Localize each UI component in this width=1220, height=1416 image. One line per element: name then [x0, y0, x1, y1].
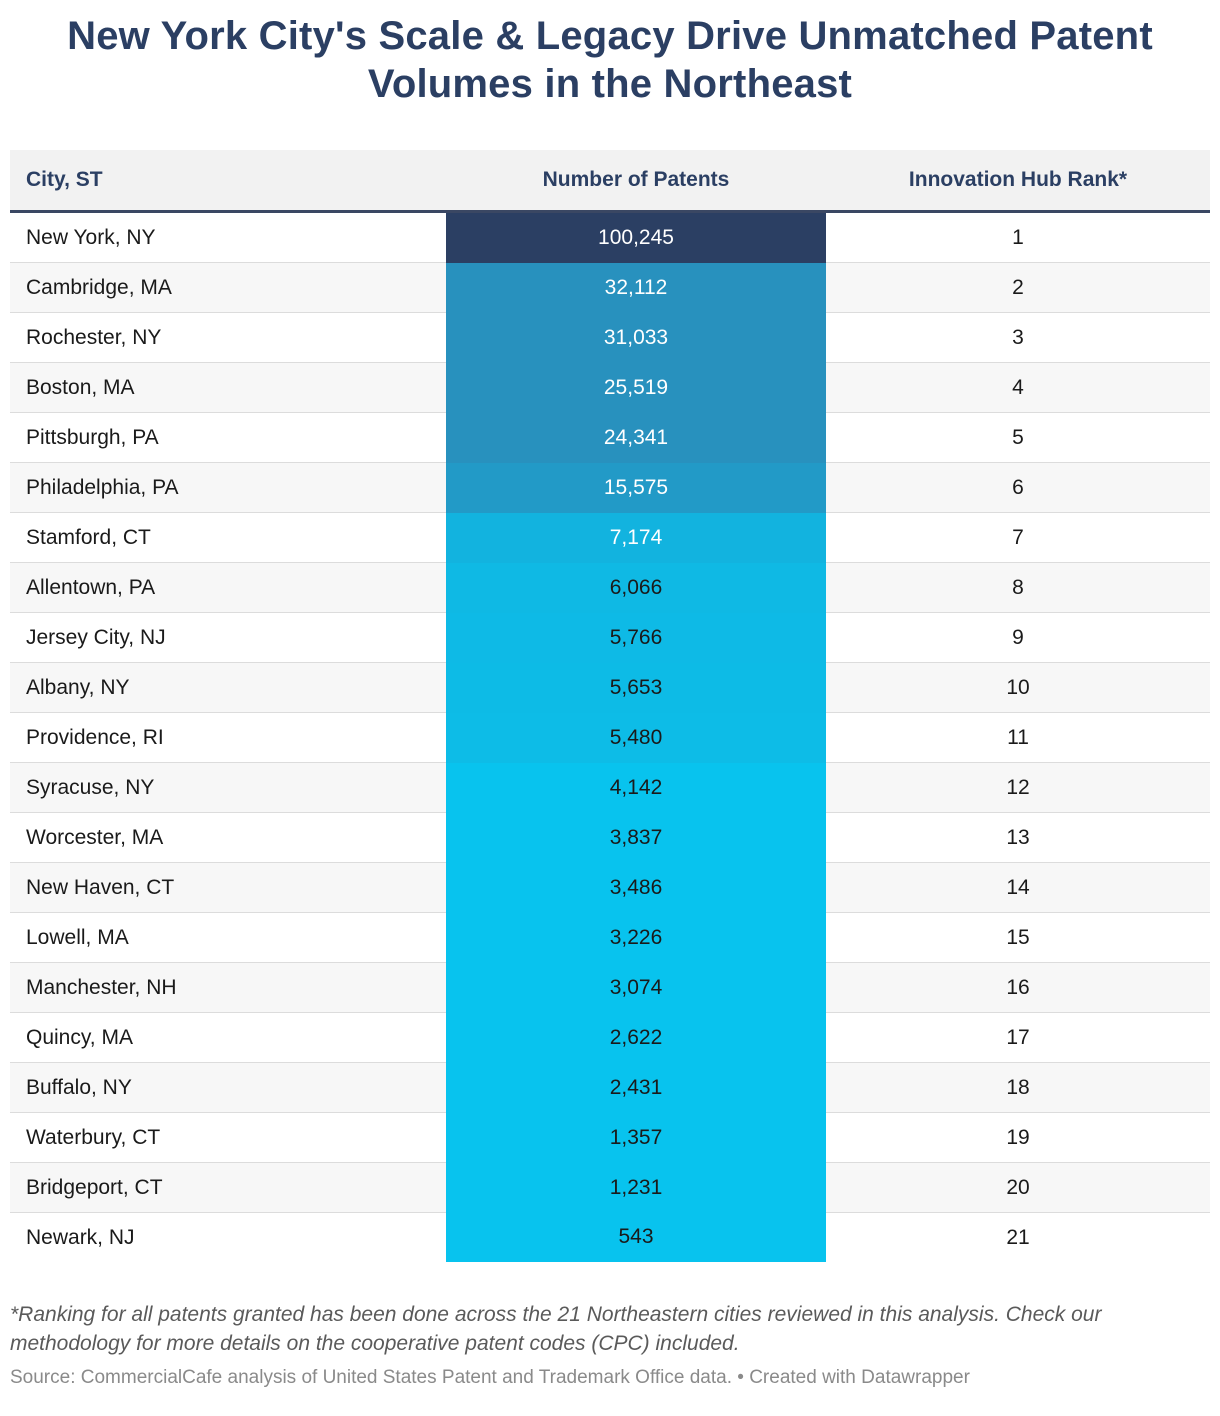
table-row: New Haven, CT 3,486 14 [10, 862, 1210, 913]
cell-city: New York, NY [10, 211, 446, 263]
cell-patents: 2,431 [446, 1062, 826, 1113]
cell-patents: 1,231 [446, 1162, 826, 1213]
table-row: Allentown, PA 6,066 8 [10, 562, 1210, 613]
cell-city: Philadelphia, PA [10, 462, 446, 513]
cell-patents: 3,837 [446, 812, 826, 863]
cell-patents: 2,622 [446, 1012, 826, 1063]
cell-city: Rochester, NY [10, 312, 446, 363]
cell-patents: 6,066 [446, 562, 826, 613]
cell-rank: 8 [826, 562, 1210, 613]
cell-patents: 543 [446, 1212, 826, 1262]
cell-rank: 13 [826, 812, 1210, 863]
cell-rank: 2 [826, 262, 1210, 313]
cell-rank: 10 [826, 662, 1210, 713]
column-header-rank[interactable]: Innovation Hub Rank* [826, 150, 1210, 213]
table-row: Rochester, NY 31,033 3 [10, 312, 1210, 363]
cell-patents: 3,226 [446, 912, 826, 963]
cell-city: Allentown, PA [10, 562, 446, 613]
cell-rank: 4 [826, 362, 1210, 413]
cell-rank: 11 [826, 712, 1210, 763]
table-row: Quincy, MA 2,622 17 [10, 1012, 1210, 1063]
cell-city: Syracuse, NY [10, 762, 446, 813]
cell-patents: 4,142 [446, 762, 826, 813]
table-row: Cambridge, MA 32,112 2 [10, 262, 1210, 313]
cell-rank: 12 [826, 762, 1210, 813]
cell-patents: 5,653 [446, 662, 826, 713]
cell-rank: 16 [826, 962, 1210, 1013]
cell-patents: 5,766 [446, 612, 826, 663]
table-header-row: City, ST Number of Patents Innovation Hu… [10, 150, 1210, 213]
table-row: Providence, RI 5,480 11 [10, 712, 1210, 763]
table-row: Manchester, NH 3,074 16 [10, 962, 1210, 1013]
footnote: *Ranking for all patents granted has bee… [10, 1303, 1102, 1355]
cell-city: Waterbury, CT [10, 1112, 446, 1163]
table-row: Stamford, CT 7,174 7 [10, 512, 1210, 563]
table-row: Albany, NY 5,653 10 [10, 662, 1210, 713]
cell-rank: 21 [1006, 1225, 1030, 1249]
cell-city: Cambridge, MA [10, 262, 446, 313]
column-header-patents[interactable]: Number of Patents [446, 150, 826, 213]
cell-city: Pittsburgh, PA [10, 412, 446, 463]
cell-rank: 18 [826, 1062, 1210, 1113]
cell-rank: 14 [826, 862, 1210, 913]
cell-city: Lowell, MA [10, 912, 446, 963]
cell-patents: 5,480 [446, 712, 826, 763]
cell-rank: 20 [826, 1162, 1210, 1213]
chart-title: New York City's Scale & Legacy Drive Unm… [67, 14, 1153, 106]
cell-rank: 19 [826, 1112, 1210, 1163]
cell-patents: 32,112 [446, 262, 826, 313]
cell-rank: 17 [826, 1012, 1210, 1063]
cell-patents: 15,575 [446, 462, 826, 513]
table-row: Buffalo, NY 2,431 18 [10, 1062, 1210, 1113]
cell-city: Stamford, CT [10, 512, 446, 563]
column-header-city[interactable]: City, ST [10, 150, 446, 213]
cell-city: Boston, MA [10, 362, 446, 413]
cell-city: Jersey City, NJ [10, 612, 446, 663]
table-row: Boston, MA 25,519 4 [10, 362, 1210, 413]
cell-city: Buffalo, NY [10, 1062, 446, 1113]
table-row: Jersey City, NJ 5,766 9 [10, 612, 1210, 663]
table-row: Philadelphia, PA 15,575 6 [10, 462, 1210, 513]
table-row: New York, NY 100,245 1 [10, 211, 1210, 263]
cell-patents: 3,486 [446, 862, 826, 913]
cell-city: Manchester, NH [10, 962, 446, 1013]
cell-rank: 7 [826, 512, 1210, 563]
table-body: New York, NY 100,245 1 Cambridge, MA 32,112 2… [10, 211, 1210, 1262]
table-row: Newark, NJ 543 21 [10, 1212, 1210, 1262]
data-table-container: City, ST Number of Patents Innovation Hu… [10, 150, 1210, 1262]
cell-city: Quincy, MA [10, 1012, 446, 1063]
cell-patents: 25,519 [446, 362, 826, 413]
cell-patents: 24,341 [446, 412, 826, 463]
table-row: Bridgeport, CT 1,231 20 [10, 1162, 1210, 1213]
cell-rank: 5 [826, 412, 1210, 463]
cell-patents: 100,245 [446, 211, 826, 263]
data-table: City, ST Number of Patents Innovation Hu… [10, 150, 1210, 1262]
cell-patents: 3,074 [446, 962, 826, 1013]
cell-patents: 7,174 [446, 512, 826, 563]
table-row: Pittsburgh, PA 24,341 5 [10, 412, 1210, 463]
cell-rank: 6 [826, 462, 1210, 513]
cell-city: Providence, RI [10, 712, 446, 763]
cell-city: Bridgeport, CT [10, 1162, 446, 1213]
cell-rank: 9 [826, 612, 1210, 663]
cell-patents: 31,033 [446, 312, 826, 363]
cell-rank: 15 [826, 912, 1210, 963]
table-row: Syracuse, NY 4,142 12 [10, 762, 1210, 813]
cell-city: Albany, NY [10, 662, 446, 713]
cell-rank: 3 [826, 312, 1210, 363]
cell-rank: 1 [826, 211, 1210, 263]
source-note: Source: CommercialCafe analysis of Unite… [10, 1367, 970, 1388]
table-row: Waterbury, CT 1,357 19 [10, 1112, 1210, 1163]
cell-city: New Haven, CT [10, 862, 446, 913]
cell-city: Worcester, MA [10, 812, 446, 863]
cell-city: Newark, NJ [26, 1225, 135, 1249]
table-row: Worcester, MA 3,837 13 [10, 812, 1210, 863]
cell-patents: 1,357 [446, 1112, 826, 1163]
table-row: Lowell, MA 3,226 15 [10, 912, 1210, 963]
